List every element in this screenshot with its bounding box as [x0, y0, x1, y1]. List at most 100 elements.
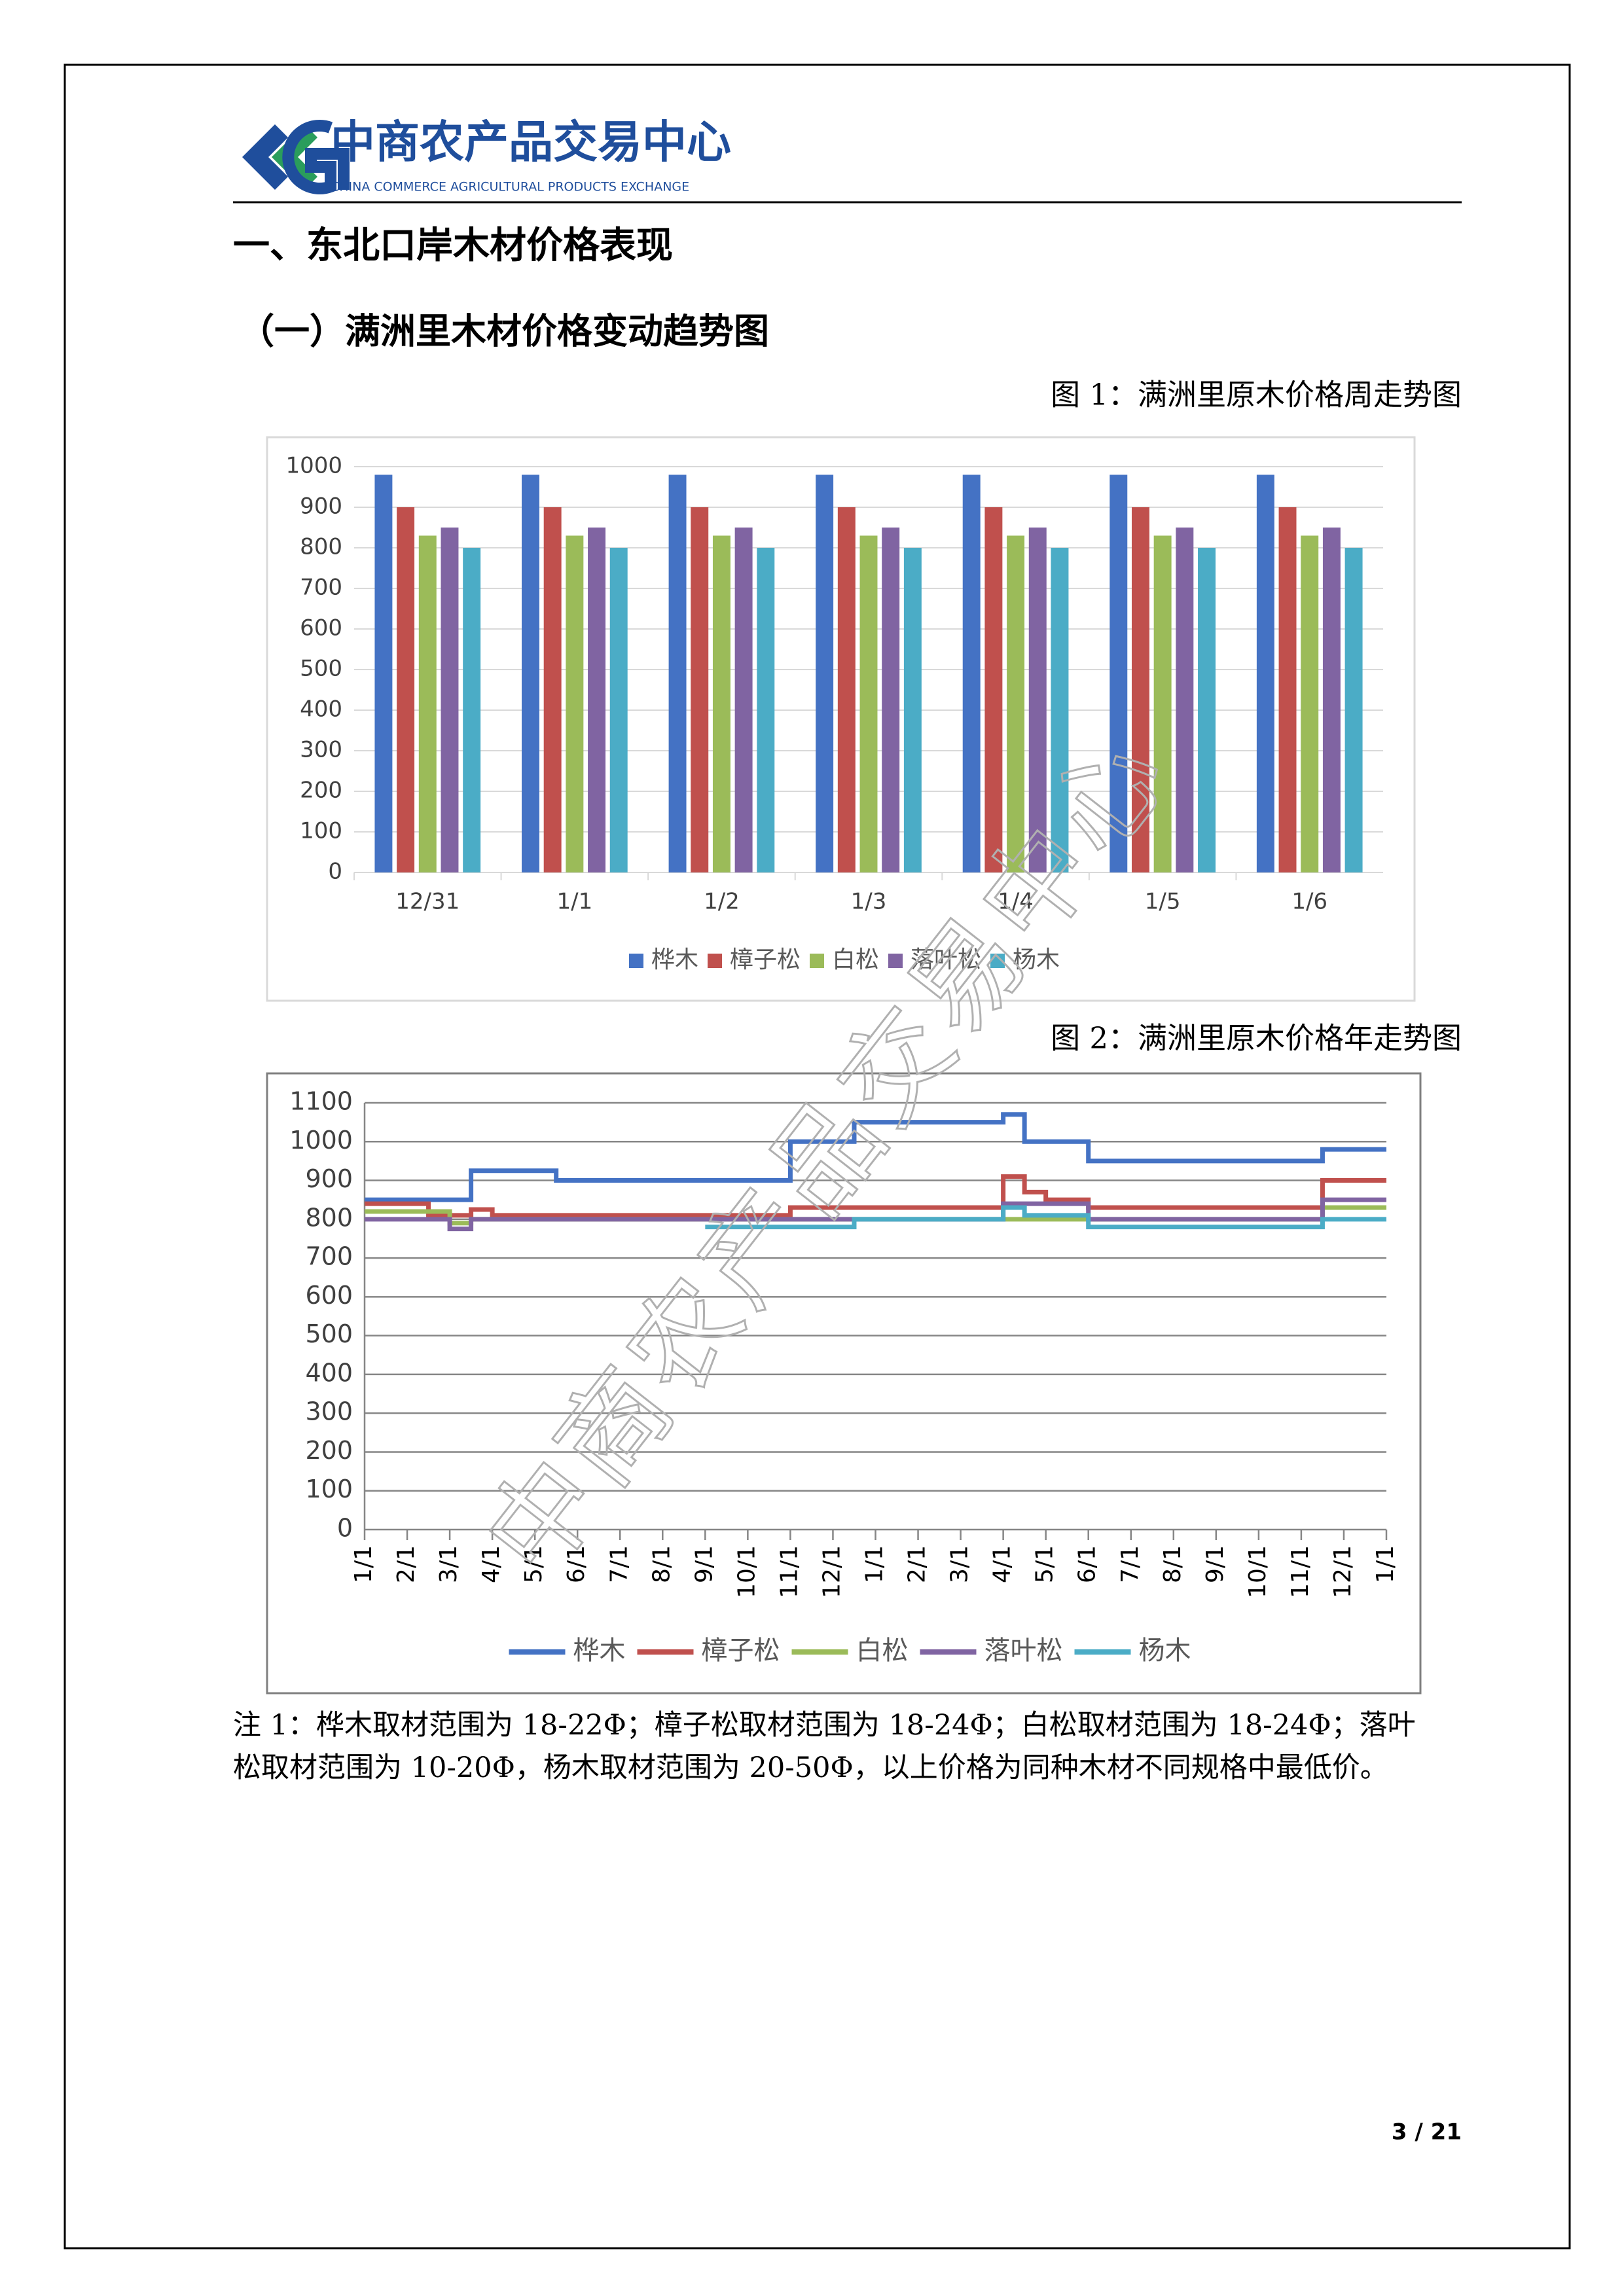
bar [374, 475, 393, 872]
bar [397, 507, 415, 872]
bar [903, 548, 922, 872]
x-tick-label: 2/1 [393, 1545, 420, 1583]
x-tick-label: 11/1 [776, 1545, 803, 1598]
bar [984, 507, 1003, 872]
bar [837, 507, 856, 872]
bar [441, 528, 459, 872]
bar [859, 535, 878, 872]
y-tick-label: 300 [305, 1397, 353, 1426]
bar [566, 535, 584, 872]
subsection-title: （一）满洲里木材价格变动趋势图 [239, 311, 769, 352]
bar [1278, 507, 1297, 872]
legend-key [629, 954, 643, 968]
x-tick-label: 1/3 [851, 889, 887, 915]
x-tick-label: 4/1 [989, 1545, 1016, 1583]
step-line [365, 1174, 1386, 1218]
bar [1131, 507, 1149, 872]
legend-label: 桦木 [573, 1636, 626, 1666]
x-tick-label: 2/1 [904, 1545, 931, 1583]
legend-label: 白松 [832, 946, 879, 973]
x-tick-label: 1/5 [1145, 889, 1181, 915]
bar [668, 475, 687, 872]
x-tick-label: 7/1 [605, 1545, 632, 1583]
y-tick-label: 400 [300, 696, 342, 723]
x-tick-label: 3/1 [435, 1545, 462, 1583]
y-tick-label: 600 [305, 1281, 353, 1310]
x-tick-label: 7/1 [1117, 1545, 1144, 1583]
y-tick-label: 200 [305, 1436, 353, 1465]
legend-label: 白松 [856, 1636, 909, 1666]
bar [1198, 548, 1216, 872]
bar [712, 535, 731, 872]
figure-caption: 图 2：满洲里原木价格年走势图 [1051, 1021, 1462, 1056]
x-tick-label: 10/1 [733, 1545, 760, 1598]
note-line: 松取材范围为 10-20Φ，杨木取材范围为 20-50Φ，以上价格为同种木材不同… [233, 1751, 1388, 1784]
y-tick-label: 700 [300, 575, 342, 601]
x-tick-label: 4/1 [478, 1545, 505, 1583]
bar [1028, 528, 1047, 872]
x-tick-label: 12/1 [818, 1545, 845, 1598]
legend-label: 樟子松 [702, 1636, 780, 1666]
section-title: 一、东北口岸木材价格表现 [233, 224, 673, 267]
x-tick-label: 9/1 [1202, 1545, 1229, 1583]
bar [1256, 475, 1274, 872]
y-tick-label: 1000 [285, 453, 342, 479]
y-tick-label: 500 [305, 1319, 353, 1348]
x-tick-label: 6/1 [563, 1545, 590, 1583]
y-tick-label: 100 [300, 818, 342, 844]
legend-key [810, 954, 824, 968]
legend-key [990, 954, 1005, 968]
y-tick-label: 500 [300, 656, 342, 682]
bar [1110, 475, 1128, 872]
x-tick-label: 8/1 [1159, 1545, 1186, 1583]
bar [1301, 535, 1319, 872]
bar [816, 475, 834, 872]
bar [1153, 535, 1172, 872]
y-tick-label: 0 [337, 1514, 353, 1543]
chart-frame [266, 1072, 1422, 1695]
x-tick-label: 1/2 [704, 889, 740, 915]
bar [609, 548, 628, 872]
y-tick-label: 300 [300, 737, 342, 763]
legend-key [708, 954, 722, 968]
y-tick-label: 200 [300, 778, 342, 804]
y-tick-label: 100 [305, 1475, 353, 1503]
x-tick-label: 1/1 [861, 1545, 888, 1583]
x-tick-label: 8/1 [648, 1545, 675, 1583]
y-tick-label: 1100 [289, 1087, 353, 1116]
legend-label: 樟子松 [730, 946, 801, 973]
step-line [705, 1205, 1386, 1230]
logo-icon [242, 120, 350, 194]
note-line: 注 1：桦木取材范围为 18-22Φ；樟子松取材范围为 18-24Φ；白松取材范… [233, 1709, 1416, 1742]
legend-label: 杨木 [1139, 1636, 1191, 1666]
legend-label: 落叶松 [911, 946, 981, 973]
x-tick-label: 1/6 [1291, 889, 1327, 915]
legend-label: 落叶松 [984, 1636, 1063, 1666]
page-number: 3 / 21 [1392, 2119, 1462, 2145]
legend-label: 杨木 [1013, 946, 1060, 973]
bar [463, 548, 481, 872]
bar [734, 528, 753, 872]
legend-key [888, 954, 903, 968]
y-tick-label: 700 [305, 1242, 353, 1271]
bar [962, 475, 981, 872]
page-border [63, 63, 1571, 2250]
bar [1344, 548, 1363, 872]
bar [588, 528, 606, 872]
y-tick-label: 800 [300, 534, 342, 560]
bar [543, 507, 562, 872]
x-tick-label: 1/1 [556, 889, 592, 915]
bar [1176, 528, 1194, 872]
bar [1051, 548, 1069, 872]
x-tick-label: 6/1 [1074, 1545, 1101, 1583]
chart-frame [266, 436, 1416, 1002]
y-tick-label: 800 [305, 1203, 353, 1232]
bar [757, 548, 775, 872]
x-tick-label: 5/1 [1032, 1545, 1058, 1583]
bar [418, 535, 437, 872]
logo-subtext: CHINA COMMERCE AGRICULTURAL PRODUCTS EXC… [331, 180, 689, 194]
x-tick-label: 10/1 [1244, 1545, 1271, 1598]
logo-text: 中商农产品交易中心 [331, 117, 731, 169]
x-tick-label: 1/4 [998, 889, 1034, 915]
